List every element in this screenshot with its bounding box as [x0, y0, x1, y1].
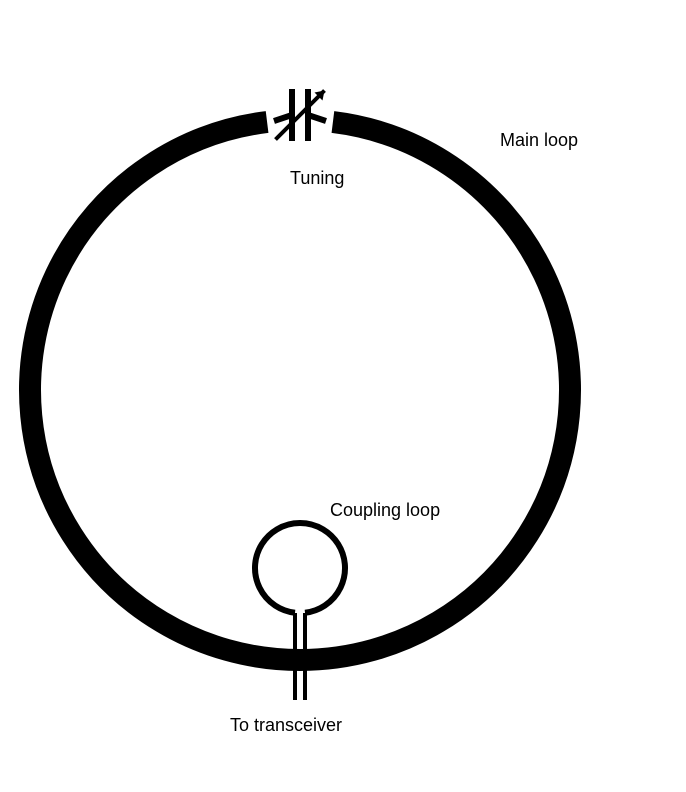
diagram-container: Main loop Tuning Coupling loop To transc…	[0, 0, 686, 792]
label-coupling-loop: Coupling loop	[330, 500, 440, 521]
main-loop	[30, 122, 570, 660]
coupling-loop	[255, 523, 345, 613]
label-main-loop: Main loop	[500, 130, 578, 151]
label-tuning: Tuning	[290, 168, 344, 189]
label-to-transceiver: To transceiver	[230, 715, 342, 736]
loop-antenna-diagram	[0, 0, 686, 792]
tuning-capacitor-icon	[274, 89, 326, 141]
